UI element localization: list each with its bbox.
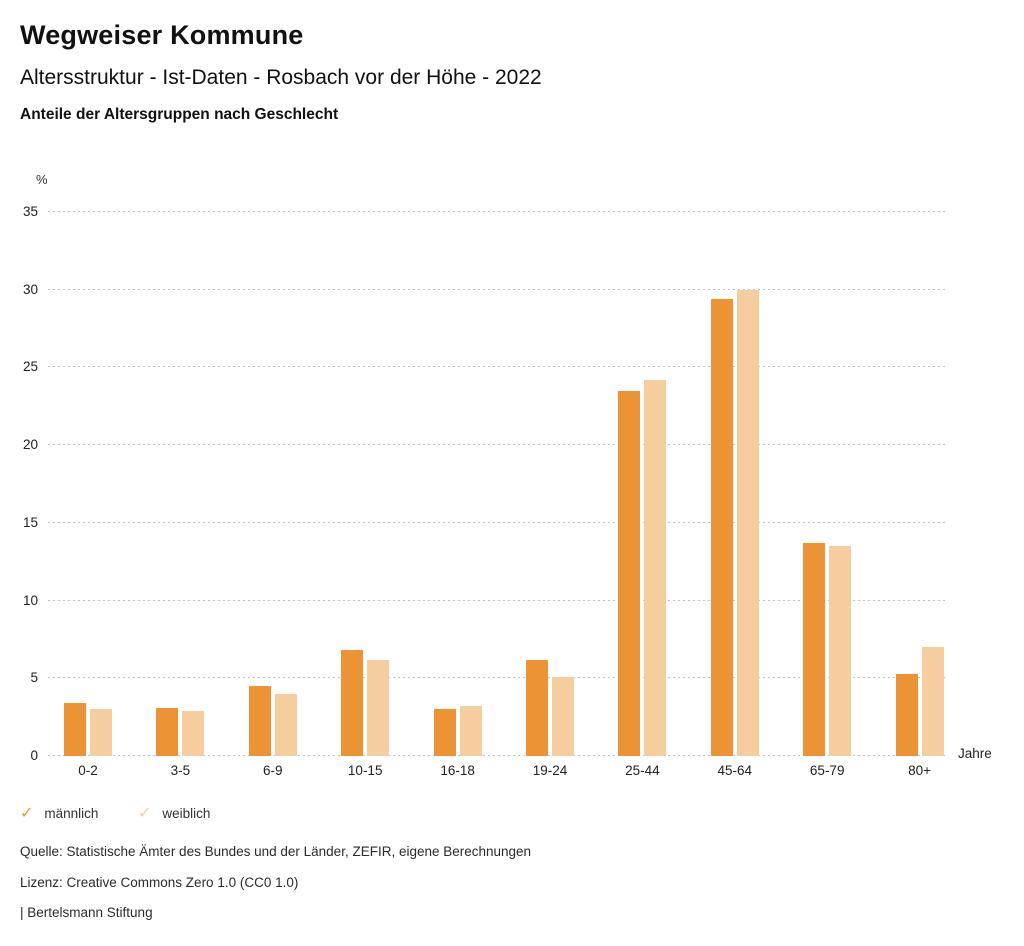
x-tick-label-80+: 80+ (908, 763, 932, 778)
y-axis-tick-labels: 0 5 10 15 20 25 30 35 (0, 204, 38, 763)
plot-area (48, 211, 948, 756)
bar-weiblich-6-9[interactable] (274, 693, 297, 756)
legend-item-maennlich[interactable]: ✓ männlich (20, 803, 98, 823)
x-tick-label-19-24: 19-24 (532, 763, 568, 778)
y-tick-label-30: 30 (22, 281, 38, 297)
y-tick-label-25: 25 (22, 359, 38, 375)
bar-weiblich-10-15[interactable] (367, 659, 390, 756)
y-tick-label-20: 20 (22, 437, 38, 453)
bar-weiblich-65-79[interactable] (829, 546, 852, 756)
checkmark-icon: ✓ (138, 805, 152, 822)
x-tick-label-6-9: 6-9 (263, 763, 283, 778)
bar-weiblich-19-24[interactable] (552, 676, 574, 756)
bar-männlich-0-2[interactable] (64, 703, 86, 756)
bar-männlich-16-18[interactable] (433, 709, 456, 756)
x-tick-label-0-2: 0-2 (78, 763, 98, 778)
gridline-0 (48, 755, 948, 756)
gridline-30 (48, 288, 948, 290)
y-axis-unit-label: % (36, 172, 48, 187)
x-tick-label-10-15: 10-15 (347, 763, 383, 778)
y-tick-label-0: 0 (30, 748, 38, 763)
bar-männlich-45-64[interactable] (710, 299, 733, 756)
bar-männlich-10-15[interactable] (341, 650, 364, 756)
bar-männlich-65-79[interactable] (803, 543, 826, 756)
footer-source: Quelle: Statistische Ämter des Bundes un… (20, 844, 532, 859)
bar-männlich-3-5[interactable] (156, 707, 179, 756)
bar-männlich-19-24[interactable] (526, 659, 548, 756)
gridline-15 (48, 521, 948, 523)
bar-weiblich-3-5[interactable] (182, 710, 205, 756)
legend-item-label: weiblich (162, 805, 211, 821)
page-subtitle: Altersstruktur - Ist-Daten - Rosbach vor… (20, 66, 542, 89)
y-tick-label-35: 35 (22, 204, 38, 219)
footer-license: Lizenz: Creative Commons Zero 1.0 (CC0 1… (20, 875, 299, 890)
x-axis-unit-label: Jahre (958, 746, 992, 761)
bar-weiblich-80+[interactable] (921, 647, 944, 756)
page-title: Wegweiser Kommune (20, 20, 304, 50)
gridline-25 (48, 366, 948, 368)
y-tick-label-5: 5 (30, 670, 38, 686)
chart-heading: Anteile der Altersgruppen nach Geschlech… (20, 106, 339, 123)
bar-weiblich-25-44[interactable] (644, 379, 667, 756)
bar-weiblich-45-64[interactable] (736, 289, 759, 756)
chart-legend: ✓ männlich ✓ weiblich (0, 803, 1024, 823)
y-tick-label-10: 10 (22, 592, 38, 608)
x-tick-label-25-44: 25-44 (625, 763, 660, 778)
bar-männlich-25-44[interactable] (618, 390, 641, 756)
bar-weiblich-16-18[interactable] (459, 706, 482, 756)
x-tick-label-65-79: 65-79 (809, 763, 845, 778)
x-axis-tick-labels: 0-2 3-5 6-9 10-15 16-18 19-24 25-44 45-64 65-79 8… (48, 763, 968, 781)
footer-attribution: | Bertelsmann Stiftung (20, 905, 153, 920)
bar-männlich-80+[interactable] (895, 673, 918, 756)
gridline-20 (48, 444, 948, 446)
gridline-10 (48, 599, 948, 601)
bar-männlich-6-9[interactable] (248, 686, 271, 756)
y-tick-label-15: 15 (22, 514, 38, 530)
gridline-35 (48, 211, 948, 212)
checkmark-icon: ✓ (20, 805, 34, 822)
x-tick-label-3-5: 3-5 (170, 763, 191, 778)
legend-item-weiblich[interactable]: ✓ weiblich (138, 803, 210, 823)
bar-weiblich-0-2[interactable] (90, 709, 112, 756)
x-tick-label-45-64: 45-64 (717, 763, 753, 778)
legend-item-label: männlich (44, 805, 99, 821)
x-tick-label-16-18: 16-18 (440, 763, 475, 778)
gridline-5 (48, 677, 948, 679)
